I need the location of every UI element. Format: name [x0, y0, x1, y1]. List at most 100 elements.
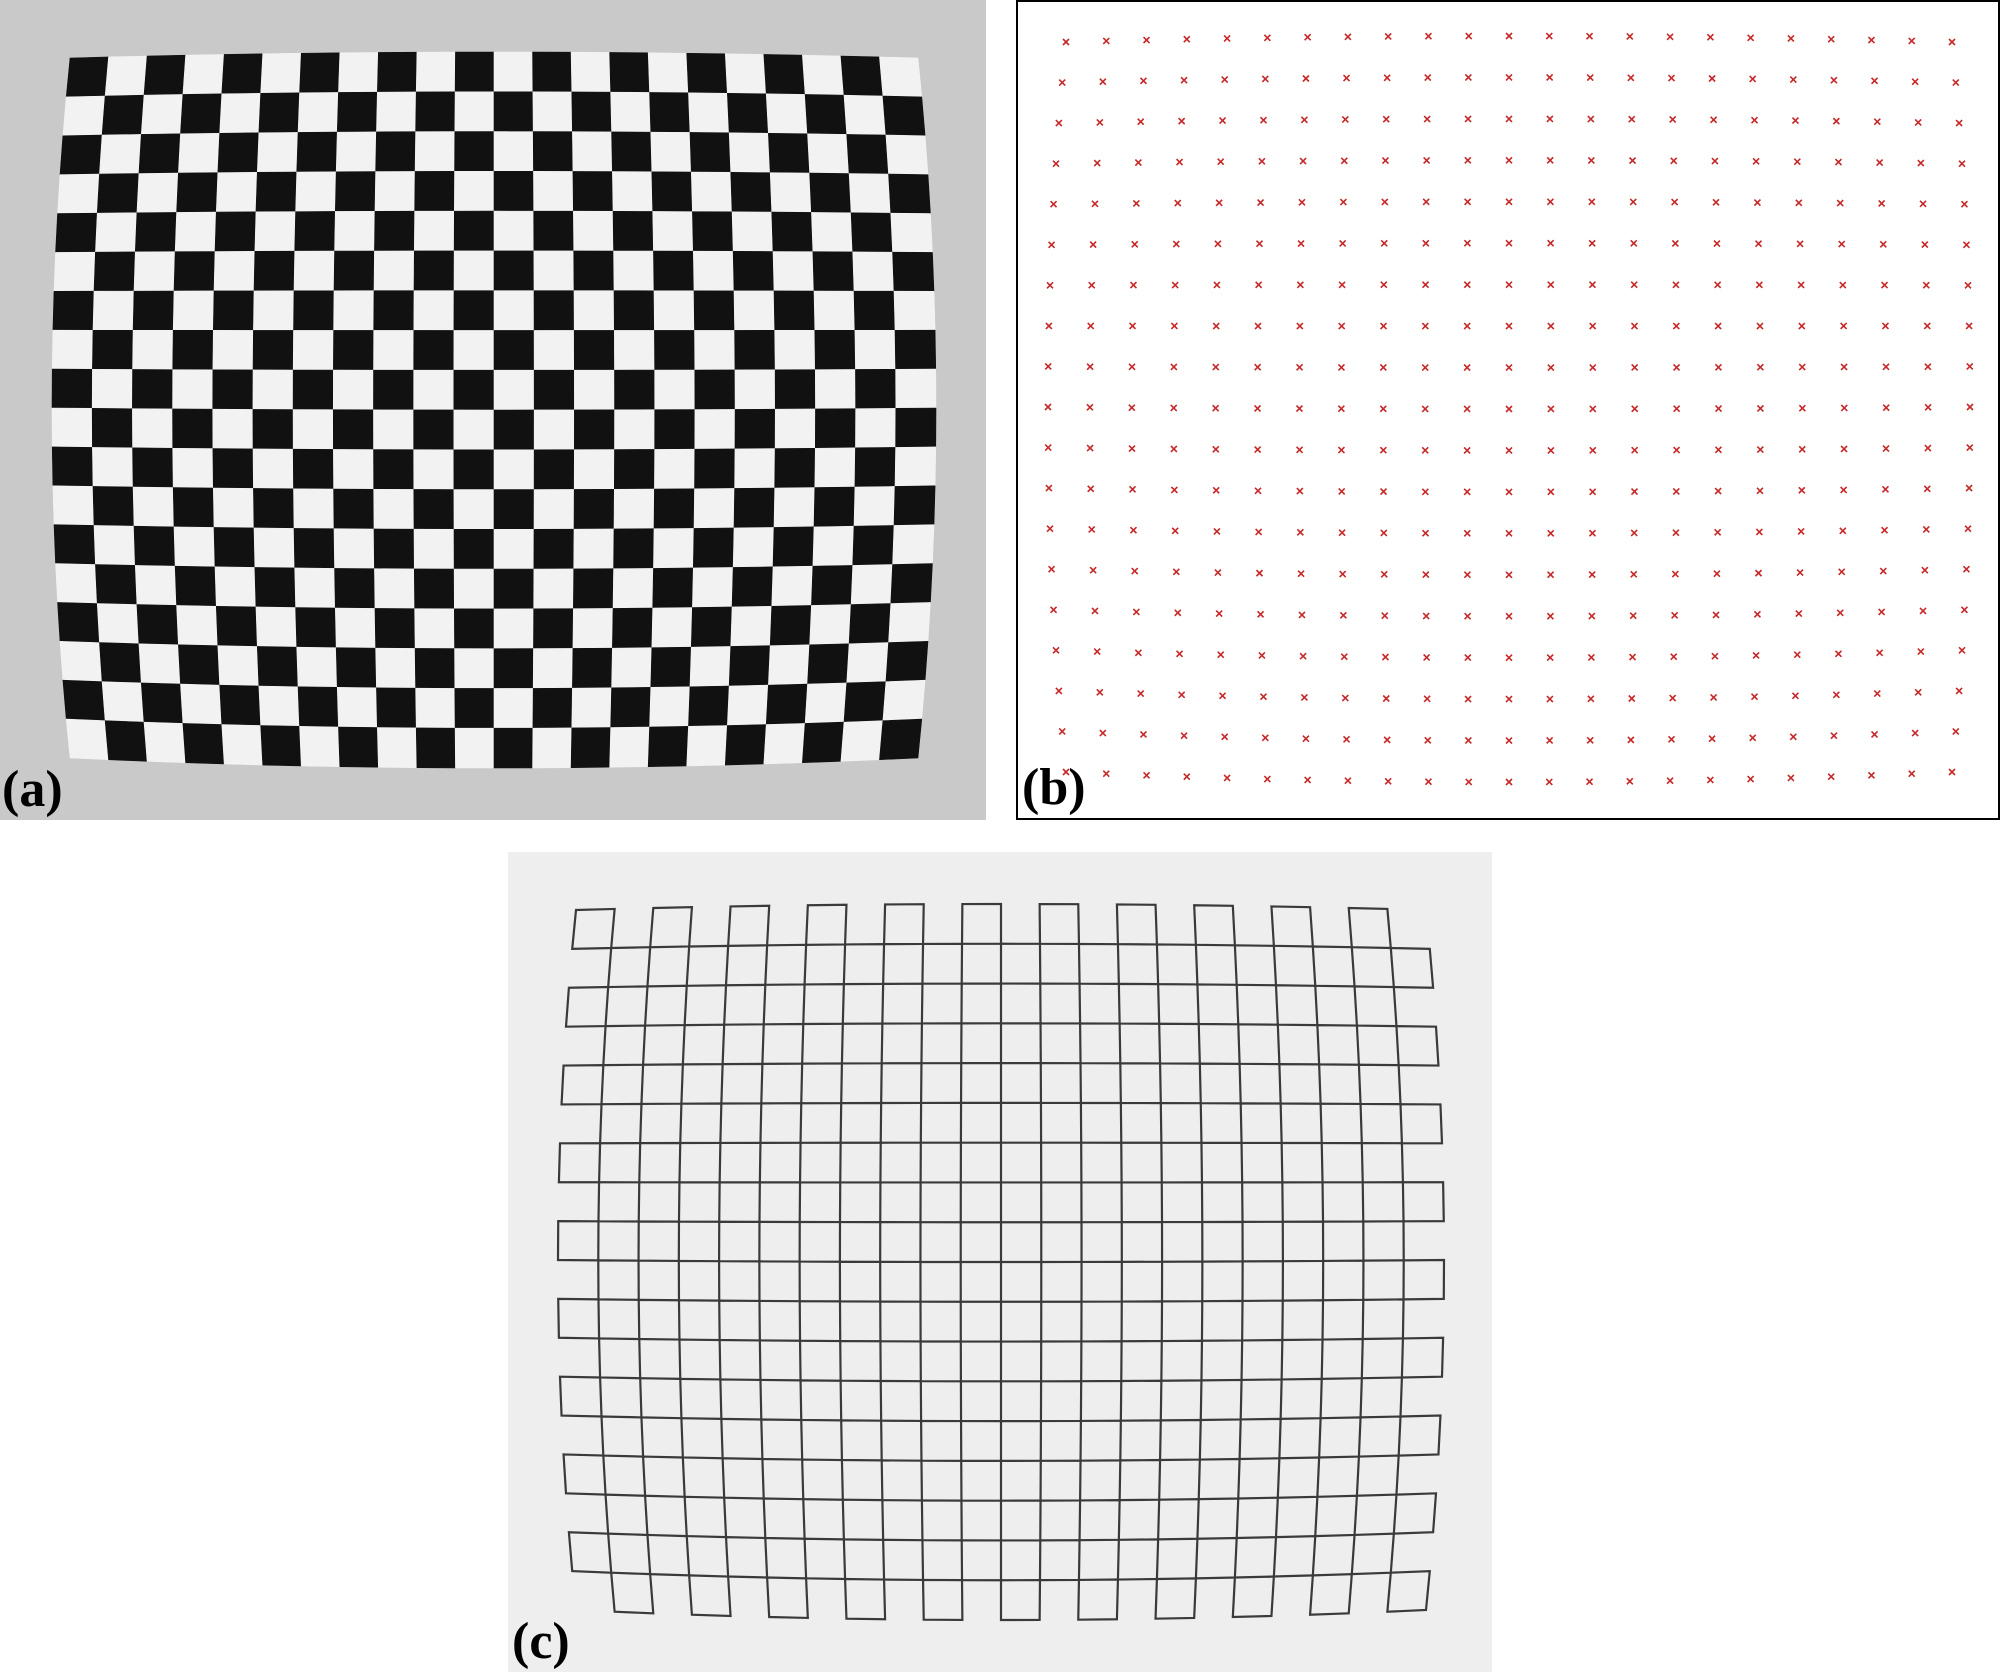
- corner-marker: [1798, 445, 1806, 453]
- checker-square: [571, 687, 612, 729]
- corner-marker: [1258, 651, 1266, 660]
- corner-marker: [1381, 653, 1390, 661]
- distorted-checkerboard: [51, 51, 937, 769]
- corner-marker: [1628, 157, 1637, 165]
- checker-square: [138, 643, 181, 685]
- grid-cell-outline: [718, 1299, 761, 1342]
- checker-square: [293, 528, 335, 569]
- checker-square: [212, 408, 254, 450]
- corner-marker: [1630, 570, 1638, 578]
- grid-cell-outline: [1347, 906, 1393, 950]
- grid-cell-outline: [1314, 1494, 1359, 1538]
- corner-marker: [1547, 446, 1555, 454]
- corner-marker: [1423, 653, 1431, 661]
- corner-marker: [1421, 363, 1429, 372]
- checker-square: [771, 211, 814, 253]
- corner-marker: [1908, 37, 1916, 45]
- checker-square: [852, 525, 895, 566]
- checker-square: [454, 131, 495, 172]
- grid-cell-outline: [1401, 1181, 1445, 1223]
- corner-marker: [1879, 567, 1887, 575]
- checker-square: [855, 369, 897, 409]
- checker-square: [612, 210, 654, 252]
- grid-cell-outline: [999, 942, 1042, 985]
- checker-square: [609, 726, 650, 768]
- corner-marker: [1546, 73, 1554, 82]
- grid-cell-outline: [604, 1493, 649, 1537]
- corner-marker: [1383, 74, 1391, 82]
- grid-cell-outline: [804, 903, 848, 946]
- corner-marker: [1340, 157, 1348, 165]
- checker-square: [99, 642, 142, 684]
- corner-marker: [1302, 735, 1310, 743]
- checker-square: [415, 91, 456, 132]
- corner-marker: [1917, 159, 1925, 167]
- checker-square: [91, 369, 133, 409]
- grid-cell-outline: [1119, 1062, 1162, 1105]
- checker-square: [92, 486, 135, 527]
- grid-cell-outline: [1039, 1062, 1083, 1105]
- corner-marker: [1547, 405, 1555, 413]
- checker-square: [132, 329, 174, 370]
- checker-square: [294, 567, 336, 609]
- checker-square: [376, 687, 417, 729]
- grid-cell-outline: [919, 1260, 962, 1303]
- corner-marker: [1585, 778, 1594, 786]
- grid-cell-outline: [717, 1220, 761, 1263]
- checker-square: [730, 605, 773, 647]
- checker-square: [134, 565, 177, 606]
- checker-square: [413, 330, 455, 371]
- corner-marker: [1174, 609, 1182, 617]
- checker-square: [453, 369, 495, 411]
- corner-marker: [1044, 443, 1052, 452]
- corner-marker: [1505, 156, 1513, 164]
- checker-square: [692, 211, 734, 252]
- grid-cell-outline: [1279, 1377, 1323, 1420]
- checker-square: [338, 726, 379, 768]
- grid-cell-outline: [719, 1378, 763, 1421]
- grid-cell-outline: [799, 1379, 843, 1422]
- checker-square: [493, 409, 535, 451]
- checker-square: [689, 132, 732, 173]
- grid-cell-outline: [562, 1453, 607, 1496]
- corner-marker: [1049, 606, 1058, 614]
- panel-b-detected-corners: (b): [1016, 0, 2000, 820]
- grid-cell-outline: [1392, 1492, 1438, 1535]
- corner-marker: [1263, 34, 1271, 42]
- corner-marker: [1261, 734, 1269, 742]
- grid-cell-outline: [999, 1022, 1042, 1065]
- grid-cell-outline: [802, 983, 845, 1026]
- corner-marker: [1099, 729, 1107, 737]
- corner-marker: [1631, 446, 1639, 454]
- checker-square: [574, 409, 615, 450]
- corner-marker: [1505, 612, 1513, 620]
- checker-square: [493, 369, 535, 411]
- grid-cell-outline: [1278, 1062, 1322, 1105]
- checker-square: [693, 488, 735, 529]
- corner-marker: [1096, 688, 1104, 696]
- checker-square: [493, 330, 535, 371]
- corner-marker: [1381, 612, 1389, 620]
- grid-cell-outline: [1317, 1416, 1362, 1459]
- checker-square: [252, 448, 294, 490]
- corner-marker: [1922, 525, 1930, 534]
- checker-square: [172, 487, 215, 528]
- corner-marker: [1750, 693, 1759, 701]
- checker-square: [493, 91, 534, 132]
- corner-marker: [1421, 446, 1429, 454]
- corner-marker: [1421, 529, 1430, 537]
- checker-square: [93, 251, 136, 292]
- corner-marker: [1952, 727, 1960, 736]
- corner-marker: [1791, 692, 1800, 700]
- corner-marker: [1254, 487, 1262, 495]
- corner-marker: [1795, 610, 1803, 618]
- checker-square: [774, 330, 816, 371]
- checker-square: [132, 369, 174, 410]
- corner-marker: [1711, 652, 1719, 660]
- grid-cell-outline: [919, 1101, 963, 1144]
- checker-square: [99, 134, 142, 175]
- checker-square: [377, 727, 418, 768]
- checker-square: [570, 51, 611, 93]
- corner-marker: [1629, 612, 1637, 620]
- checker-square: [769, 605, 812, 647]
